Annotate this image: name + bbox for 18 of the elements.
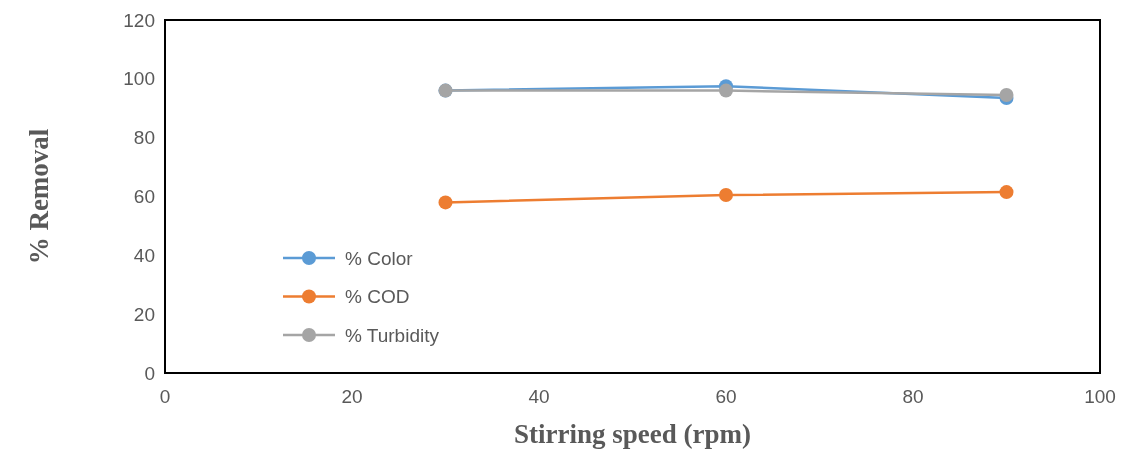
x-tick-label: 60 [715,386,737,407]
y-tick-label: 120 [123,9,155,31]
y-tick-label: 100 [123,68,155,90]
legend-label: % Color [345,247,414,269]
legend-label: % COD [345,286,410,308]
y-tick-label: 80 [133,127,155,149]
x-axis-title: Stirring speed (rpm) [514,419,751,449]
x-tick-label: 40 [528,386,550,407]
x-tick-label: 100 [1084,386,1116,407]
y-tick-label: 40 [133,244,155,266]
x-tick-label: 20 [341,386,363,407]
x-tick-label: 80 [902,386,924,407]
y-tick-label: 20 [133,303,155,325]
x-tick-label: 0 [159,386,171,407]
y-tick-label: 60 [133,186,155,208]
y-axis-title: % Removal [24,128,54,265]
legend-label: % Turbidity [345,324,440,346]
y-tick-label: 0 [144,362,155,384]
